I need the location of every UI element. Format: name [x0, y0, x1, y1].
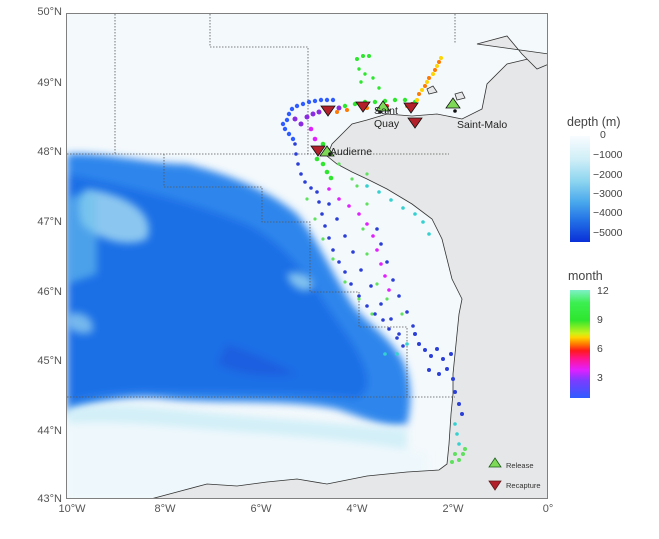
- recapture-markers: [310, 101, 423, 157]
- depth-label-4000: −4000: [593, 207, 623, 219]
- map-key: [488, 457, 502, 491]
- key-release-label: Release: [506, 461, 534, 470]
- y-tick-45n: 45°N: [37, 355, 62, 367]
- depth-legend-title: depth (m): [567, 115, 621, 129]
- key-recapture-label: Recapture: [506, 481, 541, 490]
- place-saint-malo: Saint-Malo: [457, 119, 508, 131]
- month-legend-title: month: [568, 269, 603, 283]
- map-canvas: [67, 14, 547, 498]
- fish-tracks: [280, 54, 467, 464]
- y-tick-48n: 48°N: [37, 146, 62, 158]
- land: [152, 35, 547, 498]
- depth-label-3000: −3000: [593, 188, 623, 200]
- release-markers: [319, 97, 461, 157]
- map-panel: [66, 13, 548, 499]
- recapture-key-icon: [488, 480, 502, 491]
- x-tick-2w: 2°W: [442, 503, 464, 515]
- y-tick-44n: 44°N: [37, 425, 62, 437]
- depth-label-1000: −1000: [593, 149, 623, 161]
- y-tick-47n: 47°N: [37, 216, 62, 228]
- x-tick-4w: 4°W: [346, 503, 368, 515]
- y-tick-50n: 50°N: [37, 6, 62, 18]
- x-tick-0: 0°: [542, 503, 554, 515]
- month-label-12: 12: [597, 285, 609, 297]
- depth-label-0: 0: [600, 129, 606, 141]
- place-saint-quay-line2: Quay: [374, 118, 400, 130]
- y-tick-46n: 46°N: [37, 286, 62, 298]
- shelf-features: [67, 189, 427, 498]
- x-tick-10w: 10°W: [58, 503, 86, 515]
- release-key-icon: [488, 457, 502, 468]
- x-tick-6w: 6°W: [250, 503, 272, 515]
- place-audierne: Audierne: [330, 146, 373, 158]
- depth-label-2000: −2000: [593, 169, 623, 181]
- place-saint-quay-line1: Saint: [374, 105, 398, 117]
- depth-colorbar: [570, 136, 590, 242]
- depth-label-5000: −5000: [593, 227, 623, 239]
- month-label-9: 9: [597, 314, 603, 326]
- month-colorbar: [570, 290, 590, 398]
- month-label-3: 3: [597, 372, 603, 384]
- month-label-6: 6: [597, 343, 603, 355]
- y-tick-49n: 49°N: [37, 77, 62, 89]
- y-tick-43n: 43°N: [37, 493, 62, 505]
- x-tick-8w: 8°W: [154, 503, 176, 515]
